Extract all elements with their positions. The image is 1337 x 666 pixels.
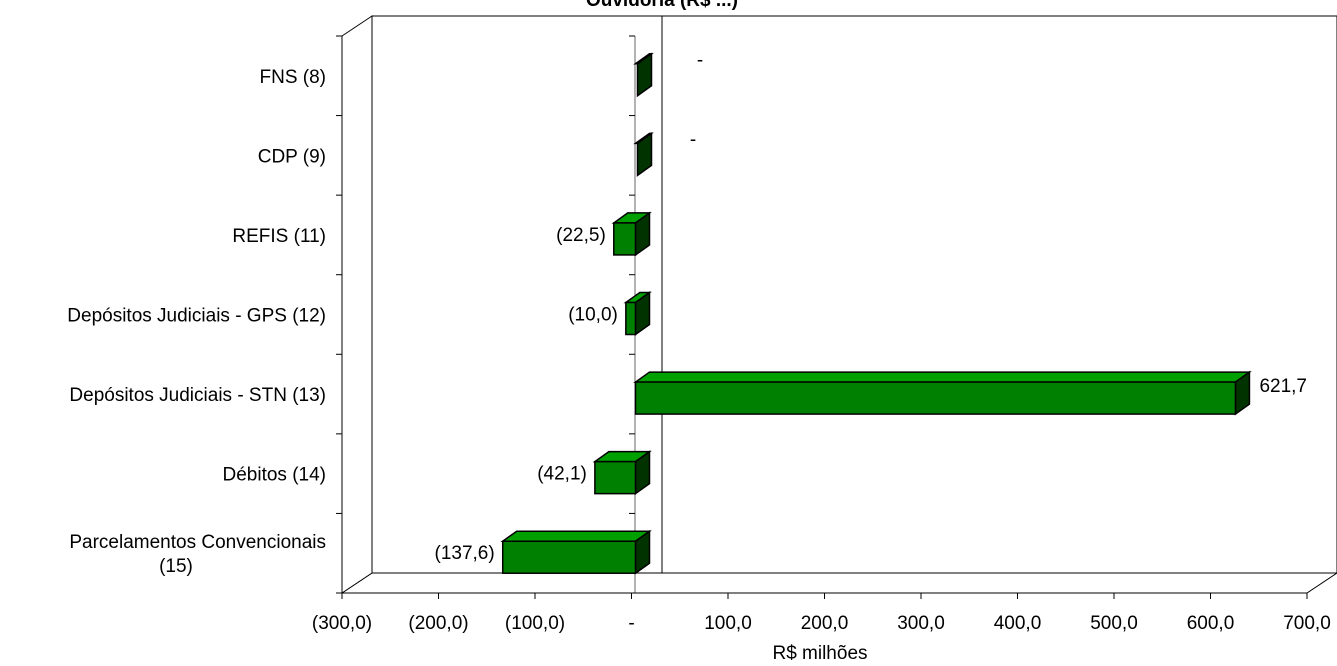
bar <box>611 211 652 257</box>
data-label: (22,5) <box>556 225 606 246</box>
data-labels: - - (22,5) (10,0) 621,7 (42,1) (137,6) <box>435 50 1307 564</box>
category-axis: FNS (8) CDP (9) REFIS (11) Depósitos Judici… <box>67 35 635 594</box>
data-label: - <box>690 129 696 150</box>
x-tick-label: - <box>628 613 634 634</box>
category-label: Depósitos Judiciais - GPS (12) <box>67 306 326 327</box>
bar-top <box>633 371 1252 383</box>
bar <box>500 529 652 575</box>
side-wall <box>341 15 373 594</box>
bar <box>592 450 652 496</box>
bar-series <box>500 52 1252 575</box>
x-axis-title: R$ milhões <box>772 643 867 664</box>
x-tick-label: (100,0) <box>505 613 565 634</box>
category-label: Depósitos Judiciais - STN (13) <box>69 385 326 406</box>
x-tick-label: 300,0 <box>897 613 945 634</box>
x-tick-label: 500,0 <box>1090 613 1138 634</box>
bar <box>633 52 654 98</box>
x-tick-label: 600,0 <box>1187 613 1235 634</box>
data-label: (10,0) <box>568 305 618 326</box>
x-tick-label: (200,0) <box>408 613 468 634</box>
data-label: - <box>697 50 703 71</box>
x-tick-label: 100,0 <box>704 613 752 634</box>
bar <box>623 291 652 336</box>
x-axis: (300,0) (200,0) (100,0) - 100,0 200,0 300,0 400… <box>312 593 1331 634</box>
x-tick-label: 400,0 <box>994 613 1042 634</box>
data-label: 621,7 <box>1259 376 1307 397</box>
category-label: (15) <box>159 556 193 577</box>
bar-side <box>636 131 653 177</box>
category-label: Parcelamentos Convencionais <box>69 532 326 553</box>
category-label: CDP (9) <box>258 146 326 167</box>
bar <box>633 131 654 177</box>
bar-front <box>634 381 1237 415</box>
category-label: FNS (8) <box>260 67 327 88</box>
chart-frame <box>340 15 1337 594</box>
data-label: (42,1) <box>537 464 587 485</box>
bar <box>633 370 1252 416</box>
x-tick-label: (300,0) <box>312 613 372 634</box>
bar-front <box>613 222 637 256</box>
category-label: REFIS (11) <box>232 226 326 247</box>
chart-title: Ouvidoria (R$ ...) <box>586 0 738 11</box>
bar-top <box>500 530 652 542</box>
x-tick-label: 700,0 <box>1283 613 1331 634</box>
floor <box>340 572 1337 594</box>
data-label: (137,6) <box>435 543 495 564</box>
back-wall <box>371 15 1337 574</box>
bar-front <box>625 301 637 336</box>
bar-front <box>501 540 637 574</box>
bar-front <box>594 460 637 495</box>
category-label: Débitos (14) <box>223 465 327 486</box>
x-tick-label: 200,0 <box>801 613 849 634</box>
bar-side <box>636 52 653 98</box>
